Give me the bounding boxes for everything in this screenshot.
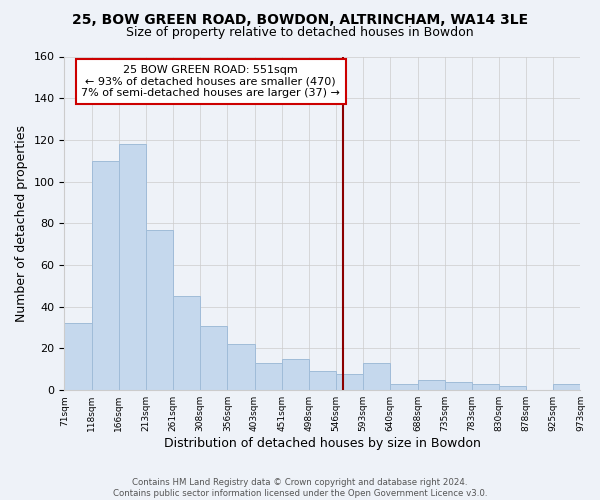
- Bar: [200, 326, 227, 390]
- Text: 25, BOW GREEN ROAD, BOWDON, ALTRINCHAM, WA14 3LE: 25, BOW GREEN ROAD, BOWDON, ALTRINCHAM, …: [72, 12, 528, 26]
- Text: Contains HM Land Registry data © Crown copyright and database right 2024.
Contai: Contains HM Land Registry data © Crown c…: [113, 478, 487, 498]
- Bar: [391, 384, 418, 390]
- Bar: [499, 386, 526, 390]
- Bar: [309, 372, 336, 390]
- Bar: [445, 382, 472, 390]
- Bar: [418, 380, 445, 390]
- Bar: [227, 344, 254, 390]
- Bar: [254, 363, 282, 390]
- X-axis label: Distribution of detached houses by size in Bowdon: Distribution of detached houses by size …: [164, 437, 481, 450]
- Bar: [92, 161, 119, 390]
- Text: Size of property relative to detached houses in Bowdon: Size of property relative to detached ho…: [126, 26, 474, 39]
- Bar: [553, 384, 580, 390]
- Bar: [472, 384, 499, 390]
- Bar: [64, 324, 92, 390]
- Bar: [173, 296, 200, 390]
- Bar: [119, 144, 146, 390]
- Bar: [363, 363, 391, 390]
- Text: 25 BOW GREEN ROAD: 551sqm
← 93% of detached houses are smaller (470)
7% of semi-: 25 BOW GREEN ROAD: 551sqm ← 93% of detac…: [81, 65, 340, 98]
- Y-axis label: Number of detached properties: Number of detached properties: [15, 125, 28, 322]
- Bar: [282, 359, 309, 390]
- Bar: [336, 374, 363, 390]
- Bar: [146, 230, 173, 390]
